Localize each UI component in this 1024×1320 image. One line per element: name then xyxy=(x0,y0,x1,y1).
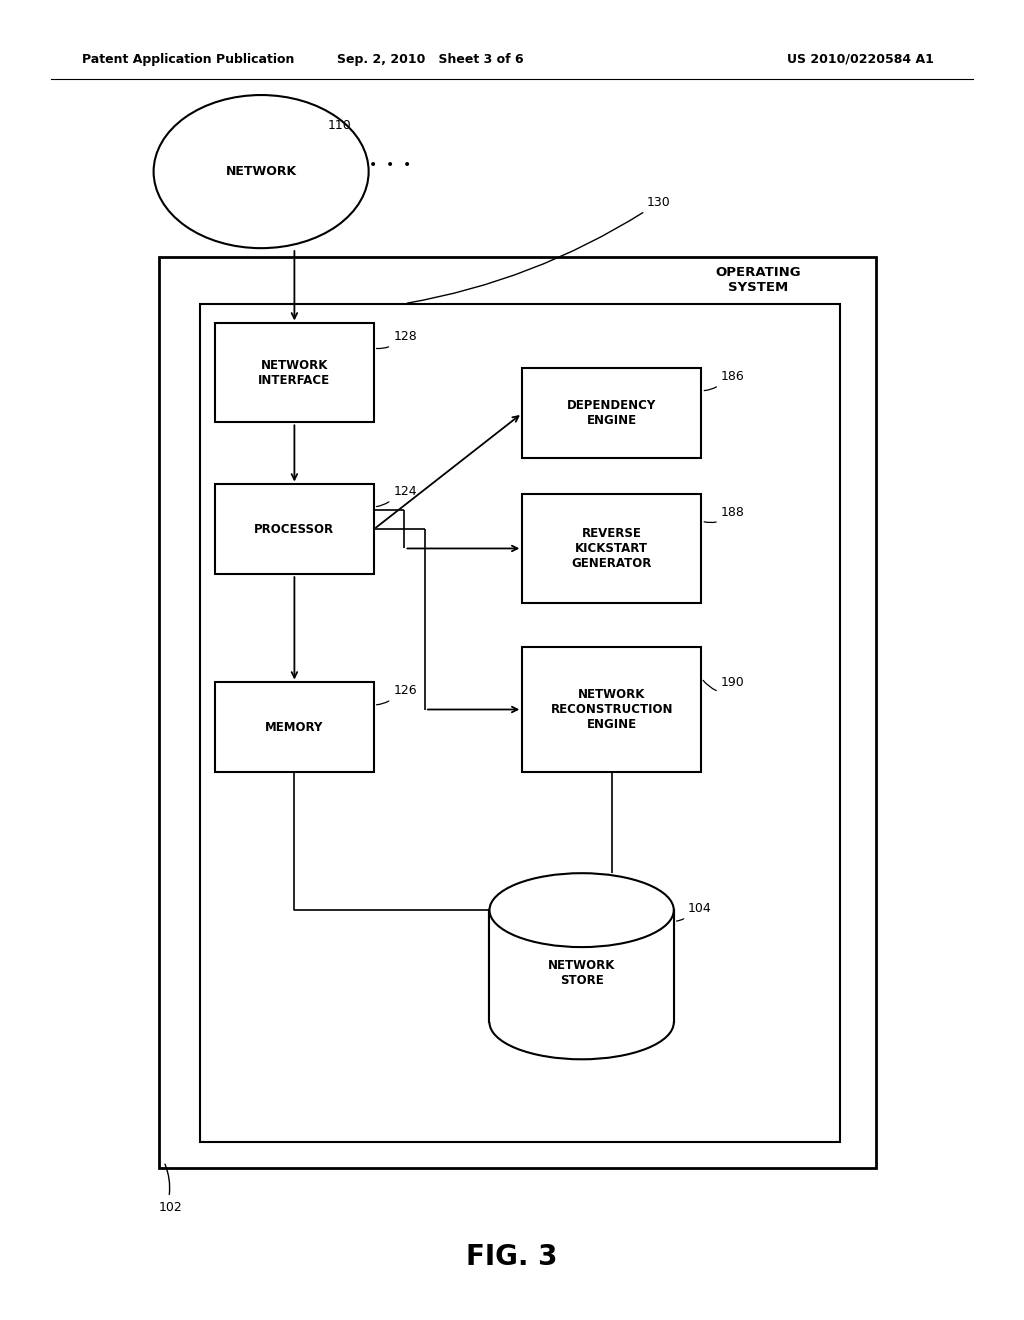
Bar xyxy=(489,911,674,1022)
Text: OPERATING
SYSTEM: OPERATING SYSTEM xyxy=(715,265,801,294)
Text: •  •  •: • • • xyxy=(369,158,411,172)
Text: 126: 126 xyxy=(393,684,417,697)
Bar xyxy=(215,484,374,574)
Bar xyxy=(522,368,701,458)
Ellipse shape xyxy=(489,874,674,948)
Bar xyxy=(159,257,876,1168)
Text: 128: 128 xyxy=(393,330,417,343)
Text: REVERSE
KICKSTART
GENERATOR: REVERSE KICKSTART GENERATOR xyxy=(571,527,652,570)
Text: 130: 130 xyxy=(647,195,671,209)
Bar xyxy=(522,494,701,603)
Text: Patent Application Publication: Patent Application Publication xyxy=(82,53,294,66)
Text: 102: 102 xyxy=(159,1201,182,1214)
Text: NETWORK: NETWORK xyxy=(225,165,297,178)
Text: DEPENDENCY
ENGINE: DEPENDENCY ENGINE xyxy=(567,399,656,428)
Bar xyxy=(200,304,840,1142)
Text: 190: 190 xyxy=(721,676,744,689)
Text: 104: 104 xyxy=(688,902,712,915)
Text: 110: 110 xyxy=(328,119,351,132)
Text: NETWORK
STORE: NETWORK STORE xyxy=(548,958,615,987)
Text: US 2010/0220584 A1: US 2010/0220584 A1 xyxy=(786,53,934,66)
Text: PROCESSOR: PROCESSOR xyxy=(254,523,335,536)
Bar xyxy=(522,647,701,772)
Text: MEMORY: MEMORY xyxy=(265,721,324,734)
Text: 188: 188 xyxy=(721,506,744,519)
Text: 124: 124 xyxy=(393,484,417,498)
Text: FIG. 3: FIG. 3 xyxy=(466,1242,558,1271)
Text: Sep. 2, 2010   Sheet 3 of 6: Sep. 2, 2010 Sheet 3 of 6 xyxy=(337,53,523,66)
Bar xyxy=(215,323,374,422)
Text: NETWORK
RECONSTRUCTION
ENGINE: NETWORK RECONSTRUCTION ENGINE xyxy=(551,688,673,731)
Text: 186: 186 xyxy=(721,370,744,383)
Bar xyxy=(215,682,374,772)
Text: NETWORK
INTERFACE: NETWORK INTERFACE xyxy=(258,359,331,387)
Ellipse shape xyxy=(154,95,369,248)
